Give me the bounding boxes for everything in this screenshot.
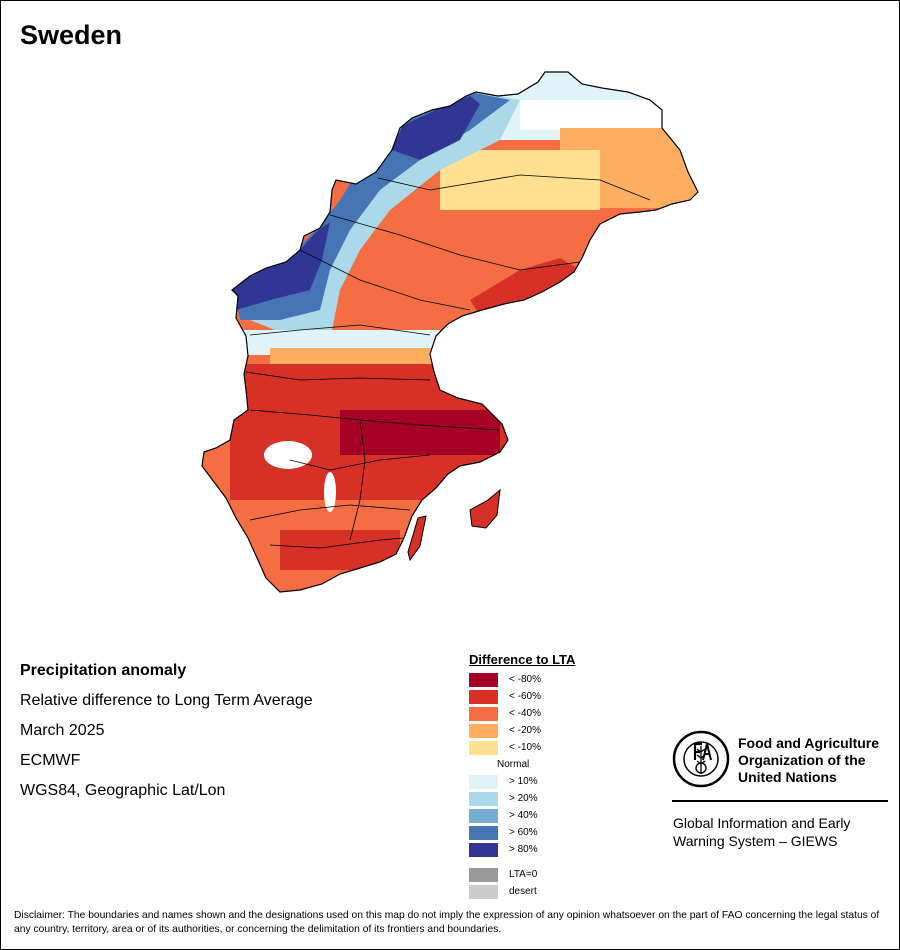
legend-swatch [469, 707, 498, 721]
info-period: March 2025 [20, 722, 105, 739]
legend-item: < -40% [469, 706, 575, 723]
zone-north-west-mountains [392, 96, 480, 160]
fao-name-line-2: Organization of the [738, 752, 866, 768]
legend-label: < -60% [509, 691, 541, 702]
legend-swatch [469, 741, 498, 755]
legend-rows: < -80% < -60% < -40% < -20% < -10% Normal > 10… [469, 672, 575, 859]
giews-name: Global Information and Early Warning Sys… [673, 814, 850, 850]
legend-item: > 20% [469, 791, 575, 808]
lake-vanern [264, 441, 312, 469]
legend-item: Normal [469, 757, 575, 774]
legend-title: Difference to LTA [469, 652, 576, 667]
legend-swatch [469, 843, 498, 857]
zone-south-inland [280, 530, 400, 570]
sweden-outline [201, 71, 699, 593]
fao-name: Food and Agriculture Organization of the… [738, 735, 879, 786]
legend-label: > 40% [509, 810, 538, 821]
legend-label: < -80% [509, 674, 541, 685]
legend-label: < -10% [509, 742, 541, 753]
sweden-anomaly-map [201, 71, 699, 593]
legend-swatch [469, 809, 498, 823]
lake-vattern [324, 472, 336, 512]
legend-item: > 40% [469, 808, 575, 825]
legend-label: > 80% [509, 844, 538, 855]
info-block: Precipitation anomaly Relative differenc… [20, 656, 313, 806]
legend-label: > 20% [509, 793, 538, 804]
legend-extra-item: LTA=0 [469, 867, 575, 884]
zone-central-east-coast [470, 258, 580, 316]
legend-extra: LTA=0 desert [469, 867, 575, 901]
info-projection: WGS84, Geographic Lat/Lon [20, 782, 226, 799]
legend-item: > 10% [469, 774, 575, 791]
legend-swatch [469, 826, 498, 840]
info-heading: Precipitation anomaly [20, 662, 187, 679]
zone-central-west-mountains [232, 222, 330, 310]
legend-extra-item: desert [469, 884, 575, 901]
legend-item: > 80% [469, 842, 575, 859]
anomaly-raster [202, 72, 698, 592]
oland [407, 515, 427, 562]
legend-label: LTA=0 [509, 869, 538, 880]
info-source: ECMWF [20, 752, 81, 769]
legend-item: < -80% [469, 672, 575, 689]
legend-label: < -20% [509, 725, 541, 736]
admin-boundaries [245, 174, 651, 549]
fao-logo-icon [672, 730, 730, 788]
legend-item: < -20% [469, 723, 575, 740]
giews-line-1: Global Information and Early [673, 815, 851, 831]
legend-label: > 60% [509, 827, 538, 838]
fao-divider [672, 800, 888, 802]
legend-label: < -40% [509, 708, 541, 719]
legend-swatch [469, 792, 498, 806]
zone-north-slight-dry [440, 150, 600, 210]
fao-name-line-1: Food and Agriculture [738, 735, 880, 751]
legend-item: > 60% [469, 825, 575, 842]
legend: Difference to LTA < -80% < -60% < -40% < -2… [469, 652, 575, 901]
giews-line-2: Warning System – GIEWS [673, 833, 838, 849]
fao-name-line-3: United Nations [738, 769, 837, 785]
gotland [469, 488, 501, 529]
legend-item: < -60% [469, 689, 575, 706]
legend-label: > 10% [509, 776, 538, 787]
info-subtitle: Relative difference to Long Term Average [20, 692, 313, 709]
map-title: Sweden [20, 20, 123, 50]
legend-item: < -10% [469, 740, 575, 757]
legend-swatch [469, 775, 498, 789]
legend-swatch [469, 690, 498, 704]
legend-label: Normal [497, 759, 530, 770]
legend-label: desert [509, 886, 537, 897]
legend-swatch [469, 673, 498, 687]
zone-north-normal [520, 100, 698, 130]
zone-stockholm-uppsala [340, 410, 500, 455]
legend-swatch [469, 868, 498, 882]
zone-mid-band [270, 348, 440, 364]
legend-swatch [469, 724, 498, 738]
legend-swatch [469, 885, 498, 899]
disclaimer: Disclaimer: The boundaries and names sho… [14, 910, 880, 935]
